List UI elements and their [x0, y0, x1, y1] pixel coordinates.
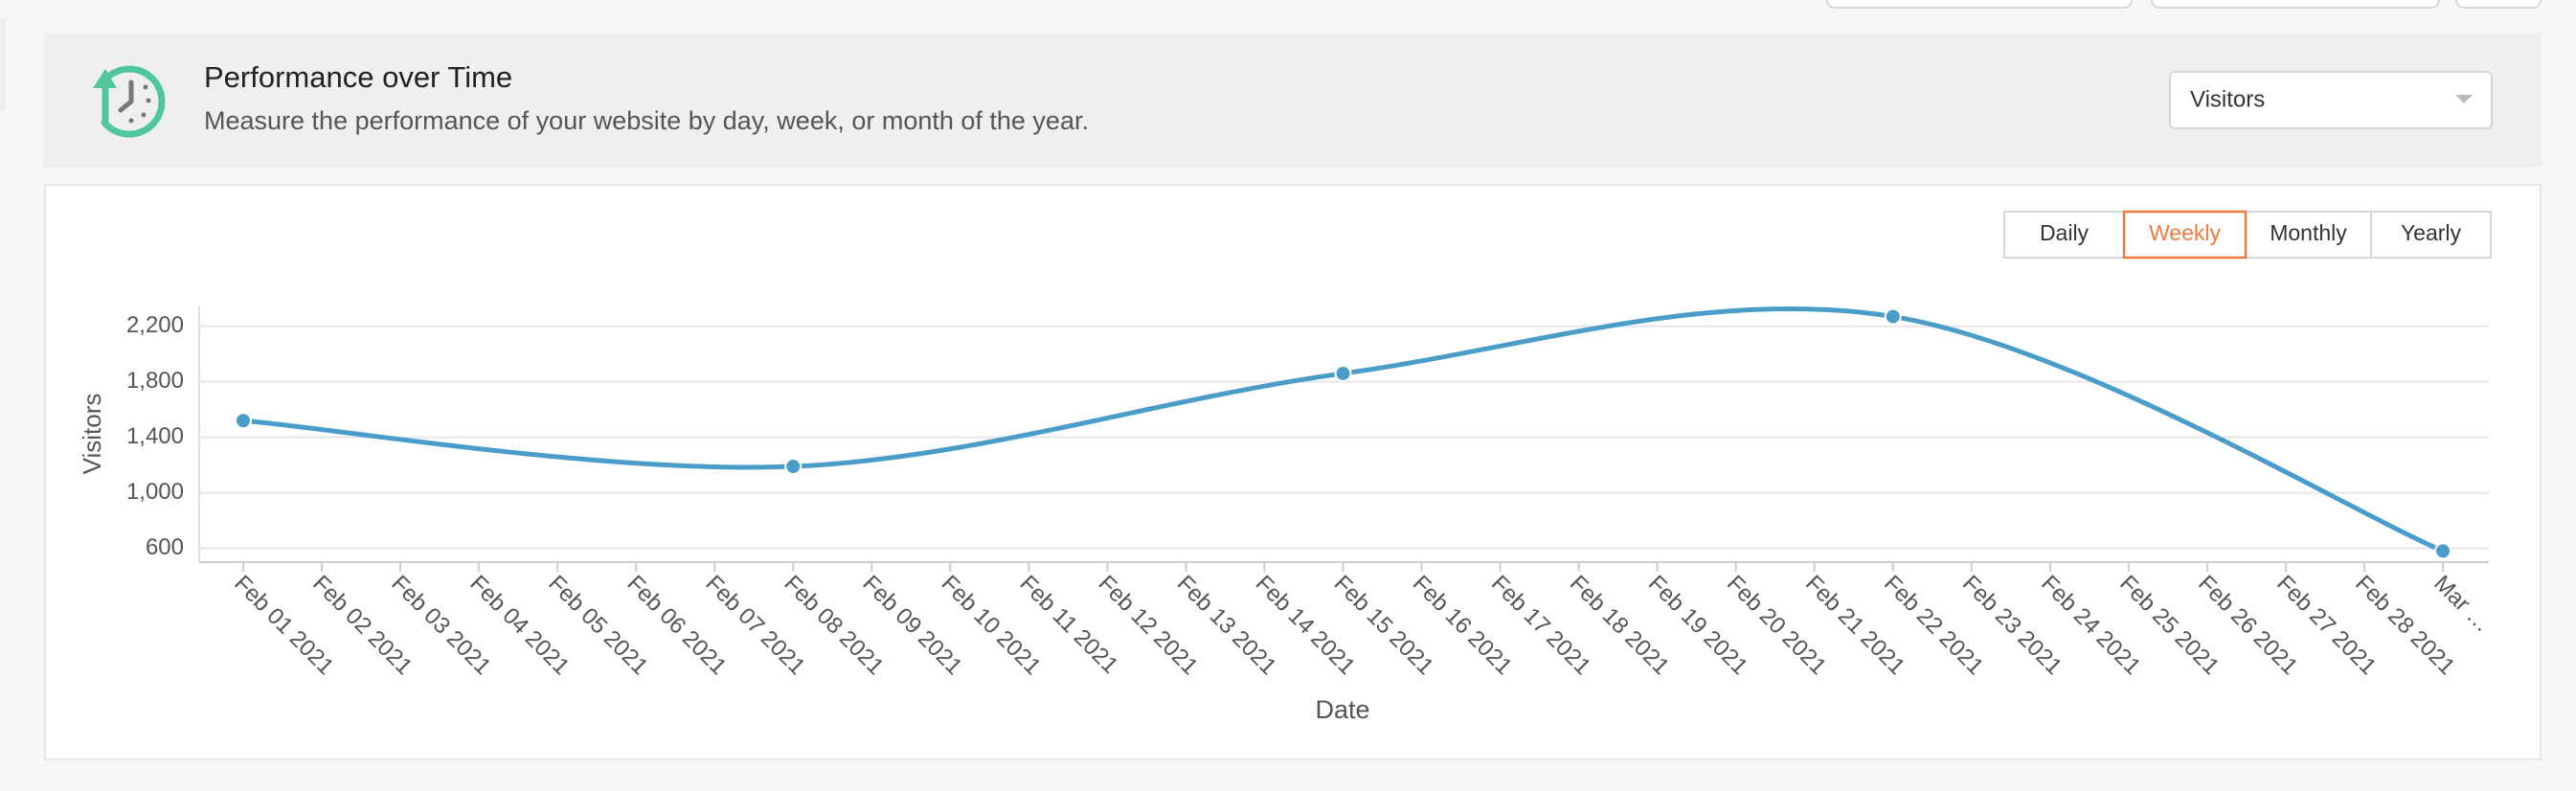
y-axis-title: Visitors [78, 394, 106, 475]
side-edge [0, 19, 6, 110]
tab-label[interactable]: Yearly [2401, 220, 2462, 245]
header-subtitle: Measure the performance of your website … [204, 106, 1089, 135]
tab-label[interactable]: Monthly [2270, 220, 2347, 245]
dropdown-label[interactable]: Visitors [2190, 86, 2265, 112]
dropdown-box[interactable] [2169, 71, 2493, 129]
data-point [1334, 364, 1352, 382]
data-point [2434, 542, 2452, 560]
data-point [1884, 307, 1902, 326]
top-button[interactable] [2455, 0, 2542, 9]
y-tick-label: 1,800 [126, 368, 184, 394]
tab-button[interactable] [2245, 211, 2372, 259]
dropdown-arrow [2455, 95, 2473, 103]
clock-icon [93, 65, 166, 138]
chart-card [44, 184, 2542, 760]
tab-label[interactable]: Weekly [2149, 220, 2221, 245]
active-tab-border [2122, 210, 2248, 260]
data-point [784, 458, 802, 476]
data-point [235, 412, 252, 430]
header-title: Performance over Time [204, 60, 512, 94]
metric-dropdown[interactable]: Visitors [2169, 71, 2493, 129]
y-tick-label: 1,000 [126, 479, 184, 505]
x-axis-title: Date [1315, 695, 1369, 724]
tab-button[interactable] [2003, 211, 2125, 259]
y-tick-label: 600 [146, 534, 184, 560]
header-panel [44, 33, 2542, 168]
y-tick-label: 2,200 [126, 312, 184, 338]
tab-group: Daily Weekly Monthly Yearly [2003, 210, 2492, 260]
top-button[interactable] [1826, 0, 2133, 9]
top-button[interactable] [2151, 0, 2440, 9]
y-tick-label: 1,400 [126, 423, 184, 449]
tab-label[interactable]: Daily [2040, 220, 2090, 245]
tab-button[interactable] [2370, 211, 2492, 259]
